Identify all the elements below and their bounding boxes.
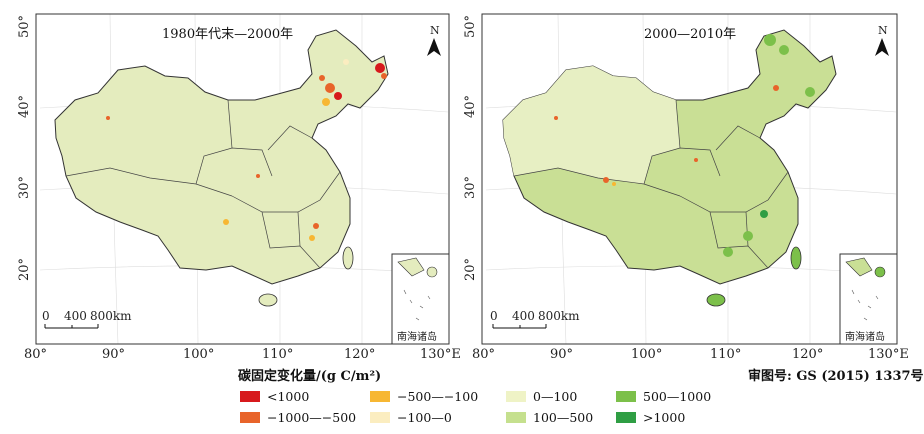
scale-bar: 0 400 800km: [490, 309, 580, 329]
map-approval-number: 审图号: GS (2015) 1337号: [748, 369, 924, 384]
province-lines: [65, 99, 341, 269]
legend-label: −1000—−500: [267, 409, 357, 425]
svg-text:0: 0: [42, 309, 50, 323]
legend-item: −1000—−500: [240, 408, 356, 426]
svg-text:20°: 20°: [17, 258, 32, 281]
legend-label: 500—1000: [643, 388, 712, 404]
north-label: N: [878, 24, 888, 37]
svg-text:110°: 110°: [710, 347, 741, 362]
legend-title: 碳固定变化量/(g C/m²): [238, 369, 382, 384]
north-arrow-icon: [427, 38, 441, 56]
svg-text:100°: 100°: [631, 347, 662, 362]
legend-label: <1000: [267, 388, 310, 404]
svg-text:80°: 80°: [24, 347, 47, 362]
svg-text:400: 400: [512, 309, 535, 323]
panel-2-title: 2000—2010年: [644, 27, 736, 42]
svg-text:30°: 30°: [17, 176, 32, 199]
legend-label: >1000: [643, 409, 686, 425]
legend-item: 500—1000: [616, 387, 711, 405]
legend-label: −500—−100: [397, 388, 479, 404]
map-frame: [35, 13, 450, 345]
svg-text:40°: 40°: [463, 95, 478, 118]
svg-text:0: 0: [490, 309, 498, 323]
y-tick-labels: 50° 40° 30° 20°: [463, 15, 478, 281]
legend-item: −500—−100: [370, 387, 478, 405]
province-lines: [513, 99, 789, 269]
legend-item: 100—500: [506, 408, 593, 426]
scale-bar: 0 400 800km: [42, 309, 132, 329]
svg-text:800km: 800km: [90, 309, 132, 323]
svg-text:90°: 90°: [102, 347, 125, 362]
x-tick-labels: 80° 90° 100° 110° 120° 130°E: [472, 347, 909, 362]
svg-text:120°: 120°: [792, 347, 823, 362]
svg-text:120°: 120°: [344, 347, 375, 362]
panel-1-title: 1980年代末—2000年: [162, 27, 293, 42]
svg-text:130°E: 130°E: [420, 347, 461, 362]
legend-swatch: [506, 390, 526, 402]
svg-text:20°: 20°: [463, 258, 478, 281]
change-patches: [106, 59, 387, 241]
legend-item: −100—0: [370, 408, 452, 426]
map-panel-2: 南海诸岛 N 2000—2010年 0 400 800km 50° 40° 30…: [448, 0, 910, 362]
svg-text:50°: 50°: [17, 15, 32, 38]
legend-swatch: [506, 411, 526, 423]
hainan-island: [706, 293, 726, 307]
legend-label: −100—0: [397, 409, 452, 425]
legend-swatch: [370, 411, 390, 423]
svg-text:30°: 30°: [463, 176, 478, 199]
x-tick-labels: 80° 90° 100° 110° 120° 130°E: [24, 347, 461, 362]
legend-item: <1000: [240, 387, 309, 405]
legend-swatch: [616, 411, 636, 423]
legend-swatch: [240, 390, 260, 402]
legend-item: >1000: [616, 408, 685, 426]
legend: <1000 −1000—−500 −500—−100 −100—0 0—100 …: [240, 387, 760, 431]
svg-text:40°: 40°: [17, 95, 32, 118]
map-svg-2: 南海诸岛 N 2000—2010年 0 400 800km 50° 40° 30…: [463, 13, 909, 362]
taiwan-island: [342, 246, 354, 270]
map-panel-1: 南海诸岛 N 1980年代末—2000年 0 400 800km 50° 40°…: [0, 0, 462, 362]
svg-text:130°E: 130°E: [868, 347, 909, 362]
north-label: N: [430, 24, 440, 37]
legend-item: 0—100: [506, 387, 577, 405]
svg-text:110°: 110°: [262, 347, 293, 362]
inset-label: 南海诸岛: [397, 330, 437, 343]
svg-text:50°: 50°: [463, 15, 478, 38]
legend-swatch: [616, 390, 636, 402]
taiwan-island: [790, 246, 802, 270]
legend-swatch: [370, 390, 390, 402]
hainan-island: [258, 293, 278, 307]
china-region: [54, 29, 389, 285]
svg-text:800km: 800km: [538, 309, 580, 323]
north-arrow-icon: [875, 38, 889, 56]
inset-label: 南海诸岛: [845, 330, 885, 343]
western-region: [503, 66, 680, 184]
svg-text:400: 400: [64, 309, 87, 323]
legend-label: 0—100: [533, 388, 578, 404]
svg-text:90°: 90°: [550, 347, 573, 362]
legend-swatch: [240, 411, 260, 423]
svg-text:80°: 80°: [472, 347, 495, 362]
map-svg-1: 南海诸岛 N 1980年代末—2000年 0 400 800km 50° 40°…: [17, 13, 461, 362]
svg-text:100°: 100°: [183, 347, 214, 362]
legend-label: 100—500: [533, 409, 594, 425]
change-patches: [554, 34, 815, 257]
map-frame: [481, 13, 898, 345]
y-tick-labels: 50° 40° 30° 20°: [17, 15, 32, 281]
